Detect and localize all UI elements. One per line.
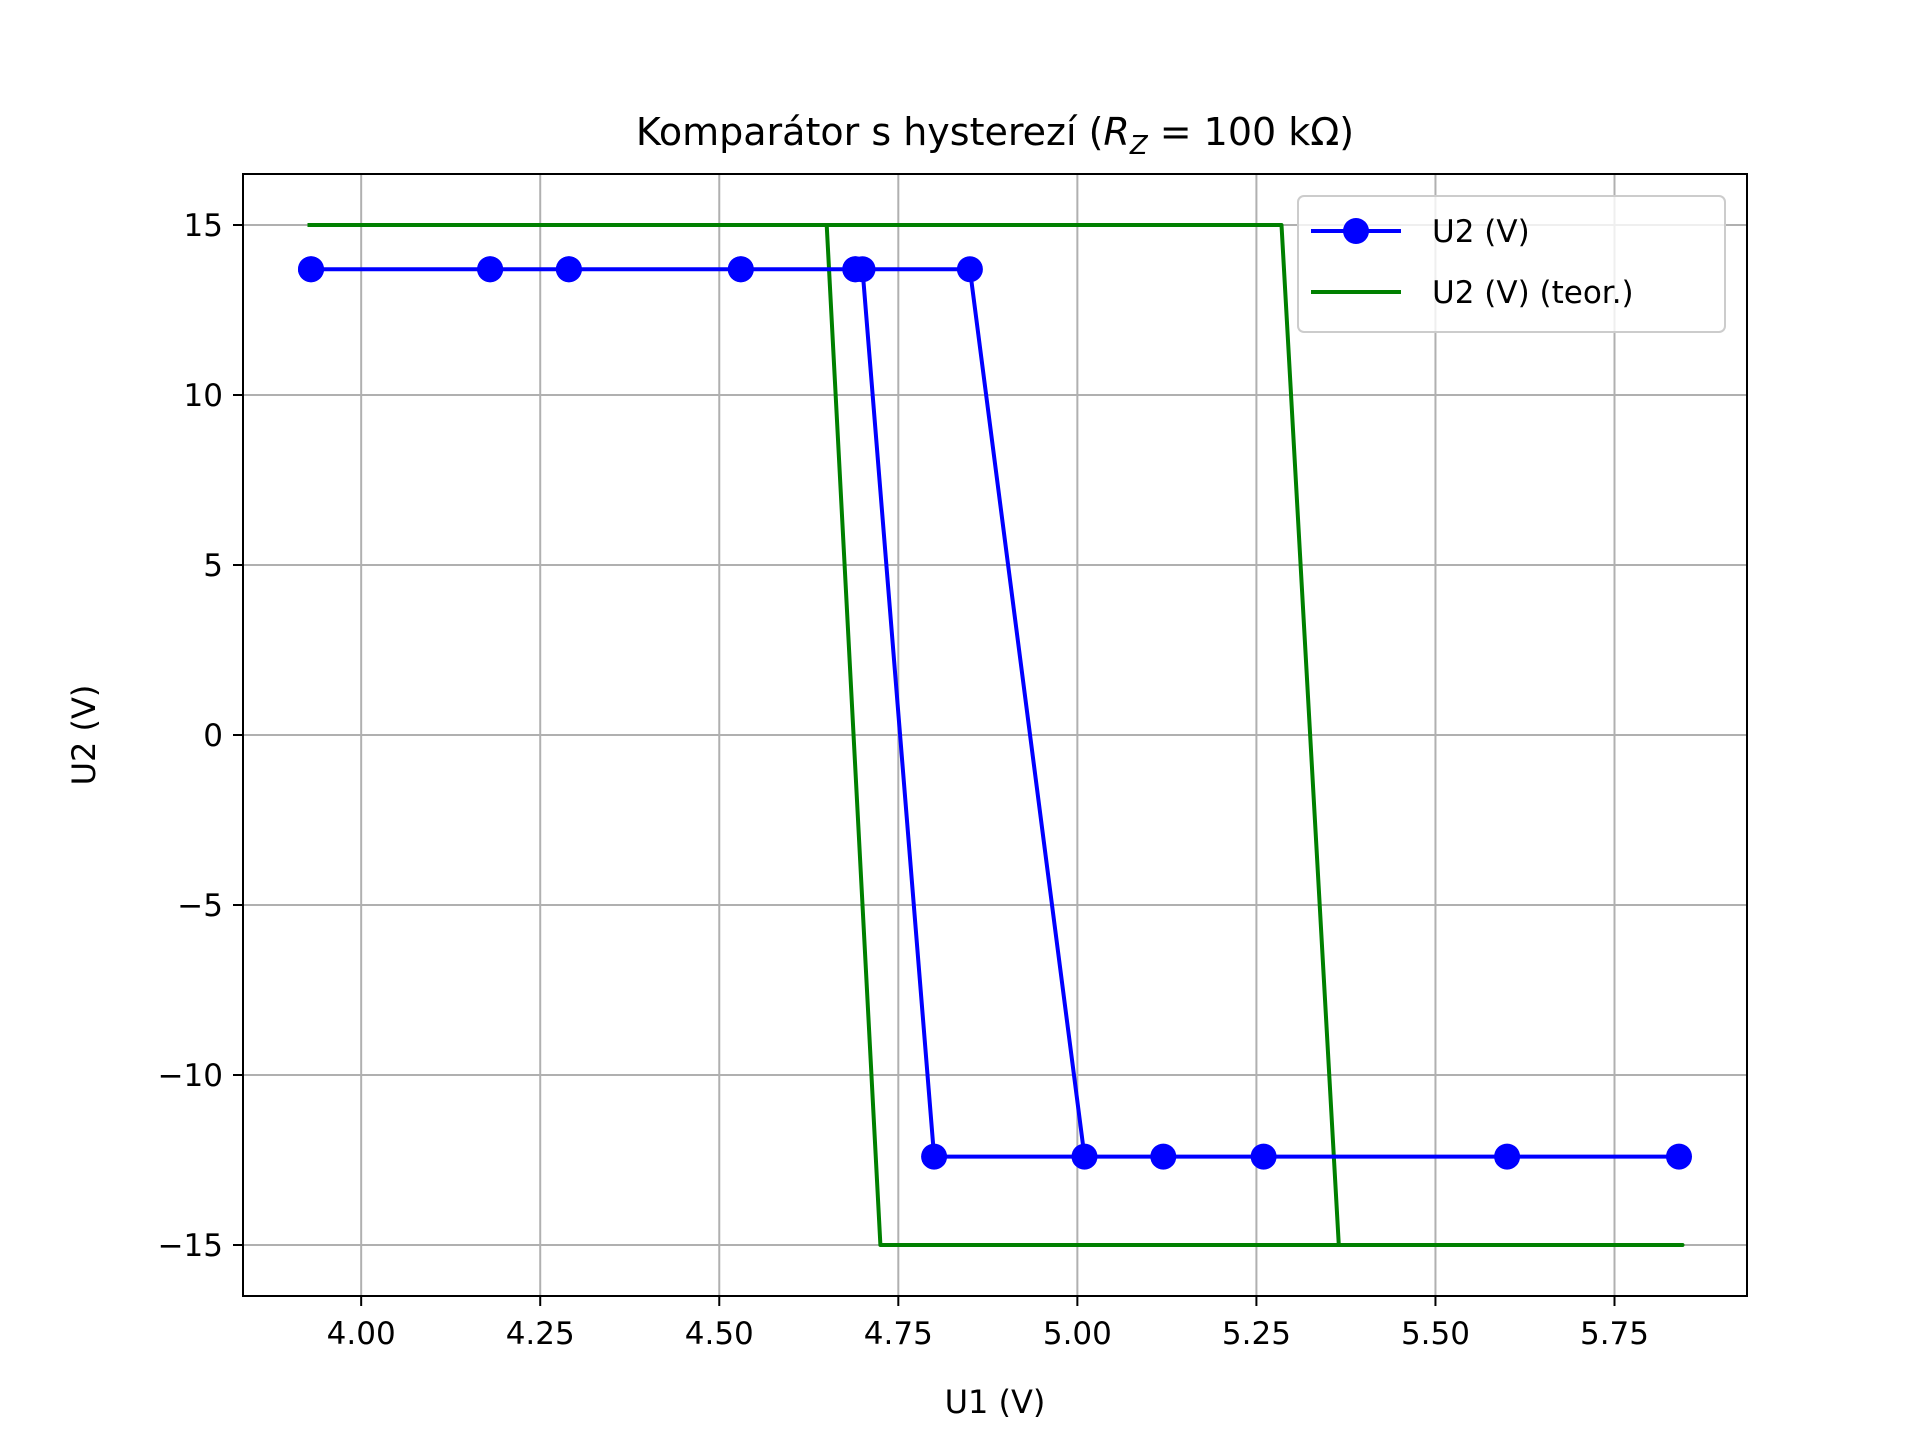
y-tick-label: 0	[203, 718, 223, 754]
x-tick-label: 5.50	[1401, 1316, 1470, 1352]
y-tick-label: 5	[203, 548, 223, 584]
data-point	[298, 256, 324, 283]
data-point	[842, 256, 869, 283]
ticks: 4.00 4.25 4.50 4.75 5.00 5.25 5.50 5.75 15 10 5 0 −5…	[158, 208, 1649, 1352]
data-point	[1071, 1143, 1098, 1170]
y-tick-label: −15	[158, 1228, 223, 1264]
data-point	[727, 256, 754, 283]
x-axis-label: U1 (V)	[945, 1383, 1046, 1421]
x-tick-label: 5.00	[1043, 1316, 1112, 1352]
y-tick-label: −5	[177, 888, 223, 924]
grid	[243, 174, 1747, 1296]
y-tick-label: 15	[184, 208, 223, 244]
data-point	[1494, 1143, 1521, 1170]
data-point	[1250, 1143, 1277, 1170]
legend: U2 (V) U2 (V) (teor.)	[1297, 195, 1726, 333]
x-tick-label: 5.75	[1580, 1316, 1649, 1352]
chart-title-subscript: Z	[1129, 131, 1149, 161]
y-tick-label: −10	[158, 1058, 223, 1094]
chart-title-rest: = 100 kΩ)	[1148, 110, 1354, 154]
data-point	[1150, 1143, 1177, 1170]
series-layer	[298, 223, 1692, 1247]
data-point	[555, 256, 582, 283]
x-tick-label: 4.50	[685, 1316, 754, 1352]
legend-label-theory: U2 (V) (teor.)	[1432, 275, 1634, 311]
legend-box	[1297, 195, 1726, 333]
data-point	[956, 256, 983, 283]
legend-label-measured: U2 (V)	[1432, 214, 1530, 250]
y-tick-label: 10	[184, 378, 223, 414]
x-tick-label: 4.00	[327, 1316, 396, 1352]
series-line-measured	[311, 267, 1681, 1159]
data-point	[477, 256, 504, 283]
legend-marker-measured	[1343, 218, 1369, 244]
x-tick-label: 5.25	[1222, 1316, 1291, 1352]
chart-title: Komparátor s hysterezí (RZ = 100 kΩ)	[636, 110, 1354, 161]
series-line-theory	[307, 223, 1685, 1247]
x-tick-label: 4.75	[864, 1316, 933, 1352]
data-point	[1666, 1143, 1692, 1170]
chart-title-symbol: R	[1103, 110, 1129, 154]
x-tick-label: 4.25	[506, 1316, 575, 1352]
data-point	[921, 1143, 948, 1170]
y-axis-label: U2 (V)	[65, 685, 103, 786]
chart-title-text: Komparátor s hysterezí (	[636, 110, 1104, 154]
